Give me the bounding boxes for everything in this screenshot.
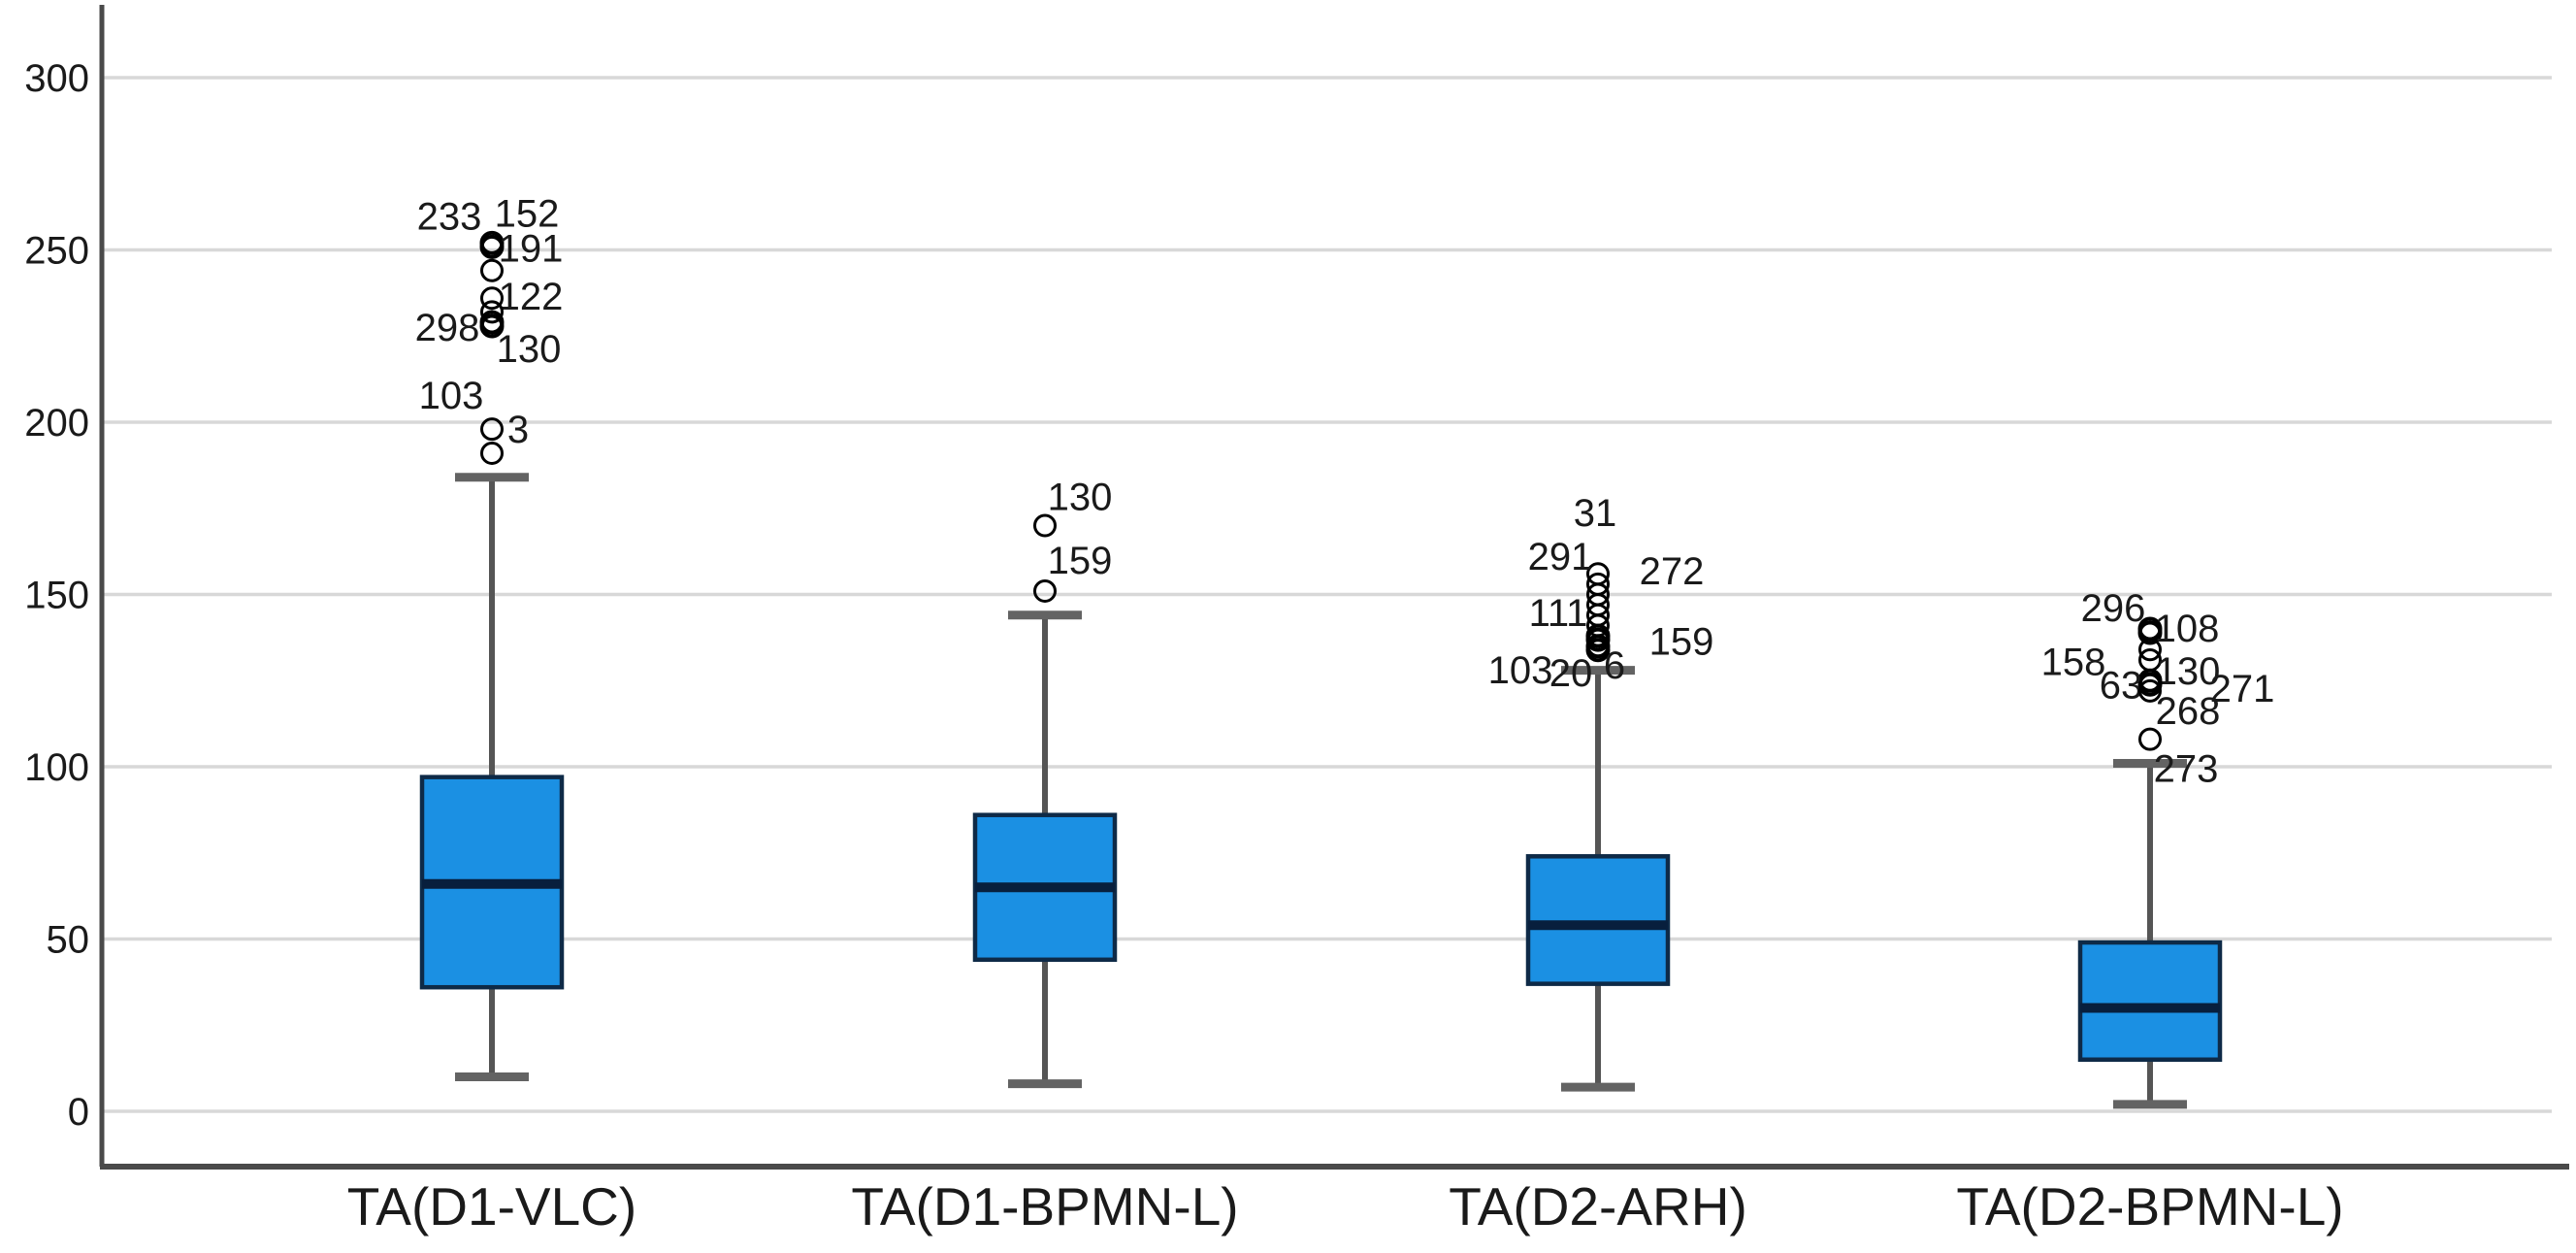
outlier-label: 3 [507, 409, 529, 451]
outlier-label: 273 [2154, 748, 2219, 791]
outlier-label: 31 [1574, 492, 1617, 535]
outlier-label: 152 [495, 192, 560, 235]
outlier-label: 233 [417, 195, 482, 238]
category-label: TA(D1-BPMN-L) [851, 1176, 1238, 1237]
y-tick-label: 0 [68, 1091, 89, 1134]
outlier-circle [480, 417, 504, 442]
outlier-label: 130 [1048, 477, 1113, 519]
category-label: TA(D2-ARH) [1449, 1176, 1747, 1237]
outlier-label: 159 [1048, 540, 1113, 582]
category-label: TA(D1-VLC) [347, 1176, 636, 1237]
outlier-label: 298 [415, 307, 480, 349]
outlier-circle [479, 234, 505, 259]
outlier-label: 20 [1549, 652, 1593, 695]
outlier-circle [480, 441, 504, 465]
outlier-label: 271 [2210, 668, 2275, 710]
outlier-label: 111 [1529, 592, 1588, 635]
box-rect [1525, 854, 1671, 986]
y-tick-label: 150 [24, 575, 89, 617]
box-plot: 130 159 [972, 477, 1118, 1089]
outlier-circle [2138, 678, 2162, 703]
outlier-label: 103 [419, 375, 484, 417]
outlier-circle [1033, 578, 1057, 603]
box-rect [2077, 940, 2223, 1062]
outlier-label: 122 [499, 276, 564, 318]
outlier-label: 130 [2156, 650, 2221, 693]
outlier-label: 130 [497, 328, 562, 371]
outlier-label: 158 [2041, 641, 2106, 683]
outlier-circle [479, 313, 505, 339]
outlier-circle [480, 258, 504, 282]
outlier-label: 291 [1528, 536, 1593, 578]
outlier-circle [480, 300, 504, 324]
outlier-label: 268 [2156, 690, 2221, 733]
outlier-label: 108 [2155, 608, 2220, 650]
outlier-label: 103 [1488, 649, 1553, 692]
category-label: TA(D2-BPMN-L) [1956, 1176, 2343, 1237]
y-tick-label: 300 [24, 57, 89, 100]
outlier-label: 272 [1640, 550, 1705, 593]
outlier-label: 296 [2081, 587, 2146, 630]
y-tick-label: 200 [24, 402, 89, 445]
y-tick-label: 50 [47, 919, 90, 962]
outlier-circle [1033, 513, 1057, 538]
outlier-circle [2137, 620, 2163, 645]
y-tick-label: 250 [24, 230, 89, 273]
outlier-circle [1585, 638, 1611, 663]
outlier-label: 63 [2100, 664, 2143, 707]
outlier-circle [2138, 638, 2162, 662]
outlier-circle [2138, 727, 2162, 751]
outlier-label: 159 [1649, 620, 1714, 663]
outlier-circle [2137, 672, 2163, 697]
outlier-label: 6 [1604, 644, 1625, 687]
y-tick-label: 100 [24, 746, 89, 789]
outlier-label: 191 [499, 227, 564, 270]
outlier-circle [480, 286, 504, 311]
